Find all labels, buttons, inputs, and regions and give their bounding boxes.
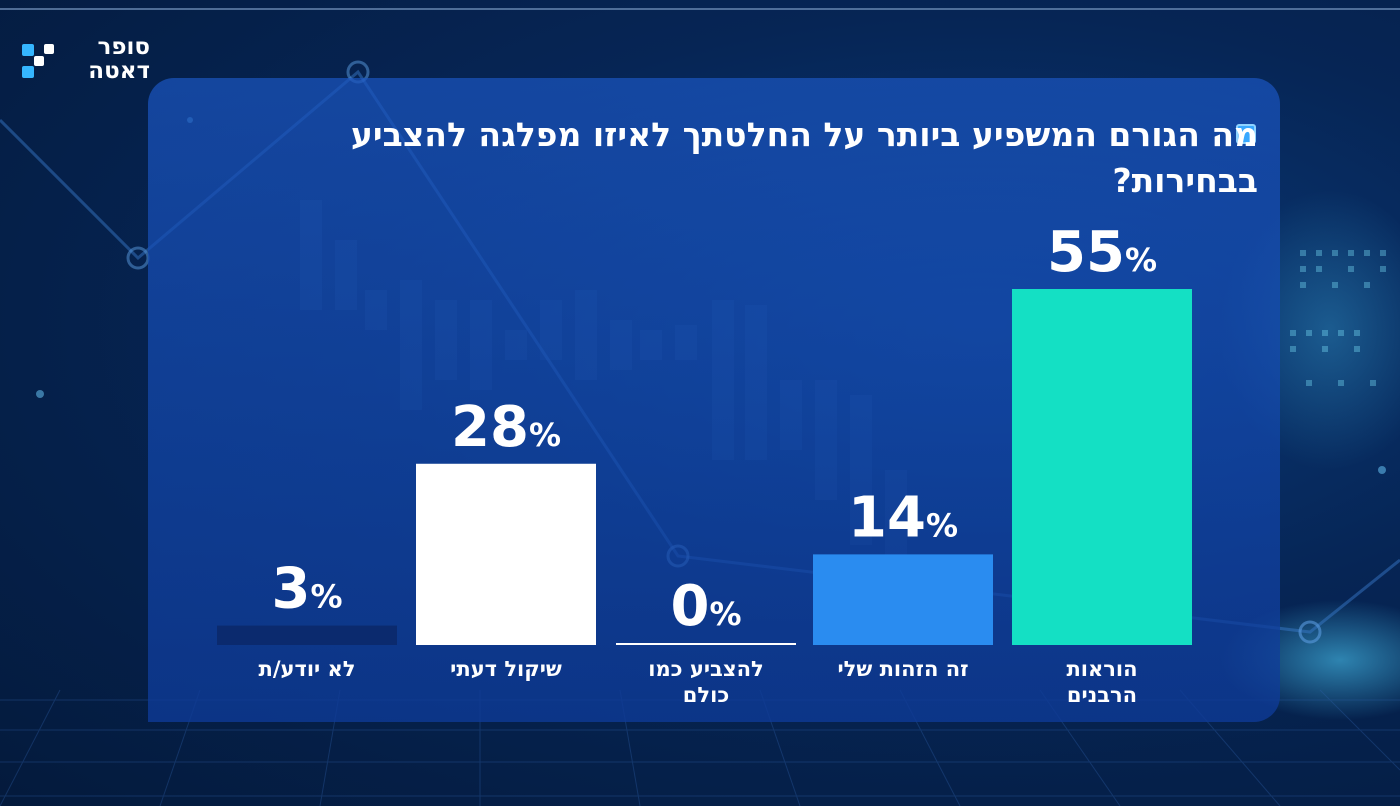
data-label: 0% — [670, 574, 741, 639]
category-label: שיקול דעתי — [450, 657, 562, 681]
category-label: לא יודע/ת — [258, 657, 355, 681]
category-label: להצביע כמו — [648, 657, 763, 681]
data-label: 28% — [451, 395, 561, 460]
bar — [416, 463, 596, 645]
square-bullet-icon — [1236, 124, 1256, 144]
data-label: 3% — [271, 557, 342, 622]
bar — [813, 554, 993, 645]
bar — [616, 643, 796, 645]
data-logo-icon — [22, 44, 54, 78]
category-label: הרבנים — [1067, 683, 1137, 707]
data-label: 14% — [848, 485, 958, 550]
top-divider-line — [0, 8, 1400, 10]
category-label: זה הזהות שלי — [837, 657, 968, 681]
brand-logo: סופר דאטה — [20, 36, 150, 86]
category-label: כולם — [683, 683, 729, 707]
data-label: 55% — [1047, 220, 1157, 285]
brand-name-line2: דאטה — [88, 58, 150, 84]
category-label: הוראות — [1066, 657, 1137, 681]
chart-title: מה הגורם המשפיע ביותר על החלטתך לאיזו מפ… — [350, 115, 1258, 200]
bar — [1012, 289, 1192, 645]
brand-name-line1: סופר — [97, 34, 150, 60]
bar — [217, 625, 397, 645]
